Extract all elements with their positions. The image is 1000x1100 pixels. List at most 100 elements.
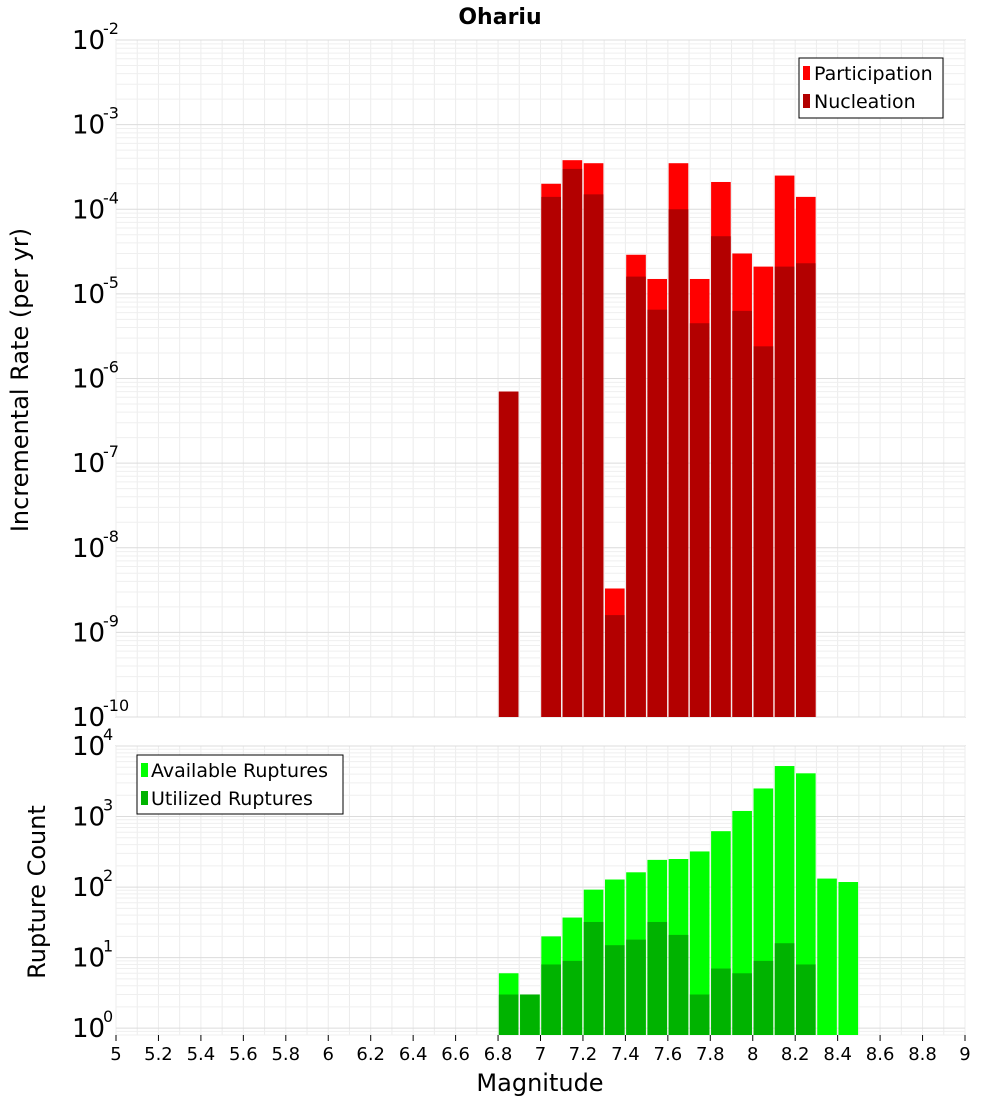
bottom-y-tick-exponent: 3: [103, 796, 113, 815]
x-tick-label: 9: [959, 1044, 970, 1065]
bottom-y-tick-label: 10: [72, 732, 105, 762]
top-y-tick-exponent: -10: [103, 696, 129, 715]
bottom-bar-utilized-ruptures-8: [668, 934, 689, 1035]
legend-label-participation: Participation: [814, 63, 933, 85]
top-grid: [115, 39, 966, 718]
top-y-tick-exponent: -2: [103, 19, 119, 38]
top-y-tick-exponent: -3: [103, 104, 119, 123]
top-bar-nucleation-6: [647, 309, 668, 717]
top-y-tick-label: 10: [72, 26, 105, 56]
top-bar-nucleation-0: [498, 391, 519, 717]
x-tick-label: 7.6: [654, 1044, 683, 1065]
x-tick-label: 5.6: [229, 1044, 258, 1065]
x-tick-label: 7.4: [611, 1044, 640, 1065]
bottom-bar-utilized-ruptures-1: [520, 994, 540, 1035]
bottom-bar-utilized-ruptures-4: [583, 921, 604, 1035]
top-bar-nucleation-5: [626, 276, 646, 717]
bottom-y-tick-exponent: 0: [103, 1007, 113, 1026]
top-y-tick-label: 10: [72, 703, 105, 733]
x-tick-label: 5.8: [271, 1044, 300, 1065]
top-y-tick-label: 10: [72, 618, 105, 648]
top-y-tick-label: 10: [72, 280, 105, 310]
x-tick-label: 6.2: [356, 1044, 385, 1065]
x-tick-label: 7: [535, 1044, 546, 1065]
x-tick-label: 5.4: [187, 1044, 216, 1065]
top-y-tick-exponent: -9: [103, 611, 119, 630]
legend-swatch-nucleation: [803, 94, 810, 108]
bottom-legend: Available Ruptures Utilized Ruptures: [136, 754, 344, 815]
top-y-tick-exponent: -5: [103, 273, 119, 292]
top-bar-nucleation-9: [711, 236, 731, 717]
top-bar-nucleation-3: [583, 194, 604, 718]
bottom-y-tick-exponent: 2: [103, 866, 113, 885]
bottom-y-tick-label: 10: [72, 803, 105, 833]
bottom-y-tick-label: 10: [72, 873, 105, 903]
top-y-tick-exponent: -6: [103, 358, 119, 377]
x-tick-label: 8.8: [908, 1044, 937, 1065]
bottom-bar-utilized-ruptures-12: [753, 960, 774, 1035]
bottom-bar-utilized-ruptures-9: [689, 994, 710, 1035]
bottom-bar-utilized-ruptures-14: [796, 964, 816, 1035]
top-bar-nucleation-1: [541, 196, 561, 717]
top-y-axis-label: Incremental Rate (per yr): [6, 228, 34, 532]
bottom-y-tick-exponent: 1: [103, 937, 113, 956]
bottom-bar-available-ruptures-9: [689, 851, 710, 1035]
top-y-tick-exponent: -8: [103, 527, 119, 546]
top-bar-nucleation-7: [668, 209, 689, 717]
bottom-bar-utilized-ruptures-0: [498, 994, 519, 1035]
legend-swatch-utilized-ruptures: [141, 791, 148, 805]
bottom-bar-utilized-ruptures-7: [647, 921, 668, 1035]
bottom-bar-utilized-ruptures-13: [774, 943, 795, 1035]
bottom-bar-available-ruptures-15: [817, 878, 837, 1035]
legend-label-available-ruptures: Available Ruptures: [151, 760, 328, 782]
top-bar-nucleation-8: [689, 323, 710, 717]
chart-title: Ohariu: [458, 5, 541, 30]
bottom-bars: [498, 766, 859, 1035]
top-y-tick-label: 10: [72, 534, 105, 564]
bottom-bar-utilized-ruptures-5: [604, 945, 625, 1035]
x-tick-label: 8.6: [866, 1044, 895, 1065]
legend-swatch-participation: [803, 66, 810, 80]
x-tick-label: 6: [323, 1044, 334, 1065]
top-bar-nucleation-10: [732, 310, 752, 717]
x-tick-label: 5.2: [144, 1044, 173, 1065]
bottom-y-tick-label: 10: [72, 1014, 105, 1044]
x-tick-label: 6.4: [399, 1044, 428, 1065]
x-tick-label: 8.2: [781, 1044, 810, 1065]
legend-swatch-available-ruptures: [141, 763, 148, 777]
top-y-tick-exponent: -7: [103, 442, 119, 461]
top-bar-nucleation-4: [604, 615, 625, 717]
x-ticks: 5 5.2 5.4 5.6 5.8 6 6.2 6.4 6.6 6.8 7 7.2 7.4 7.6 7.8 8…: [110, 1035, 971, 1065]
bottom-bar-utilized-ruptures-2: [541, 964, 561, 1035]
top-y-tick-label: 10: [72, 111, 105, 141]
bottom-y-tick-label: 10: [72, 944, 105, 974]
bottom-bar-utilized-ruptures-11: [732, 973, 752, 1035]
top-y-tick-label: 10: [72, 449, 105, 479]
bottom-bar-available-ruptures-16: [838, 882, 859, 1035]
top-bar-nucleation-2: [562, 168, 583, 718]
top-y-tick-label: 10: [72, 365, 105, 395]
x-tick-label: 8: [747, 1044, 758, 1065]
bottom-bar-utilized-ruptures-3: [562, 960, 583, 1035]
x-tick-label: 6.6: [441, 1044, 470, 1065]
top-legend: Participation Nucleation: [798, 57, 944, 119]
x-tick-label: 7.8: [696, 1044, 725, 1065]
legend-label-nucleation: Nucleation: [814, 91, 916, 113]
top-bars: [498, 160, 816, 718]
x-tick-label: 5: [110, 1044, 121, 1065]
bottom-y-axis-label: Rupture Count: [23, 805, 51, 979]
bottom-grid: [115, 745, 966, 1036]
x-tick-label: 8.4: [823, 1044, 852, 1065]
x-tick-label: 6.8: [484, 1044, 513, 1065]
bottom-y-tick-exponent: 4: [103, 725, 113, 744]
legend-label-utilized-ruptures: Utilized Ruptures: [151, 788, 313, 810]
x-axis-label: Magnitude: [476, 1069, 603, 1097]
bottom-bar-utilized-ruptures-6: [626, 939, 646, 1035]
top-y-tick-exponent: -4: [103, 188, 119, 207]
top-bar-nucleation-13: [796, 263, 816, 717]
